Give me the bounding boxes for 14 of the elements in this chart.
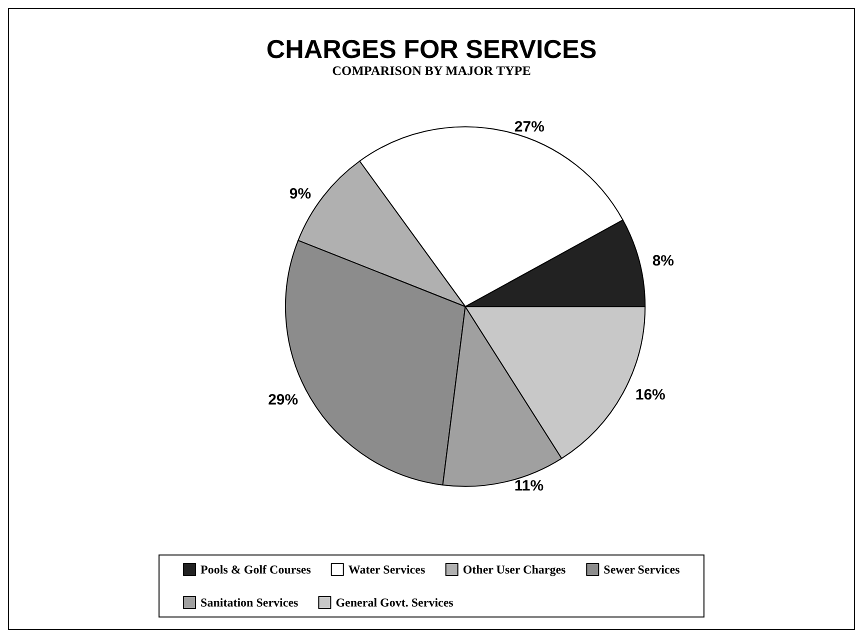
legend-label: Other User Charges: [462, 562, 566, 576]
legend-label: Water Services: [348, 562, 426, 576]
chart-title: CHARGES FOR SERVICES: [266, 34, 597, 64]
data-label: 11%: [514, 477, 544, 494]
legend-label: General Govt. Services: [336, 596, 454, 610]
data-label: 16%: [635, 386, 666, 404]
legend-label: Sewer Services: [604, 562, 680, 576]
legend-label: Pools & Golf Courses: [200, 562, 312, 576]
data-label: 9%: [289, 185, 312, 202]
legend-label: Sanitation Services: [200, 596, 299, 610]
data-label: 29%: [268, 392, 298, 409]
data-label: 27%: [514, 118, 544, 136]
data-label: 8%: [652, 252, 674, 270]
chart-subtitle: COMPARISON BY MAJOR TYPE: [332, 63, 531, 78]
